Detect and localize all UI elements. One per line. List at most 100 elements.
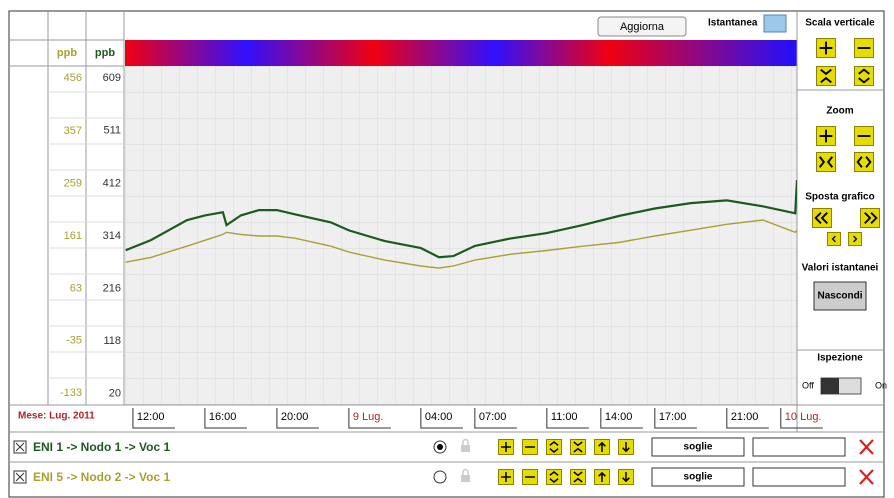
- icon-symbol: [819, 41, 833, 55]
- lock-hook: [462, 468, 469, 475]
- x-tick: [600, 408, 643, 429]
- x-tick: [348, 408, 391, 429]
- panel-title: Valori istantanei: [802, 263, 879, 274]
- icon-symbol: [622, 471, 630, 483]
- icon-symbol: [819, 129, 833, 143]
- text-input[interactable]: [752, 437, 846, 457]
- y2-tick-label: 314: [103, 230, 121, 242]
- remove-icon[interactable]: [859, 469, 874, 485]
- x-tick: [204, 408, 247, 429]
- x-tick-label: 16:00: [209, 411, 237, 423]
- icon-symbol: [818, 156, 834, 168]
- text-input[interactable]: [752, 467, 846, 487]
- icon-symbol: [856, 156, 872, 168]
- snapshot-icon[interactable]: [763, 14, 787, 33]
- y-tick-label: -133: [60, 387, 82, 399]
- icon-symbol: [500, 441, 512, 453]
- y2-tick-label: 20: [109, 388, 121, 400]
- x-axis-label: Mese: Lug. 2011: [18, 411, 95, 422]
- icon-symbol: [622, 441, 630, 453]
- check-mark: [15, 442, 25, 452]
- threshold-button[interactable]: [651, 437, 745, 457]
- y2-tick-label: 511: [103, 125, 121, 137]
- row-lines: [48, 91, 124, 379]
- icon-symbol: [549, 471, 559, 483]
- x-tick: [474, 408, 517, 429]
- icon-symbol: [549, 441, 559, 453]
- x-tick-label: 21:00: [731, 411, 759, 423]
- icon-button[interactable]: [848, 232, 862, 246]
- icon-button[interactable]: [546, 469, 562, 485]
- y-tick-label: 456: [64, 72, 82, 84]
- icon-symbol: [820, 68, 832, 84]
- panel-title: Zoom: [826, 106, 853, 117]
- hide-button[interactable]: [813, 281, 867, 311]
- y-tick-label: 63: [70, 282, 82, 294]
- icon-symbol: [598, 471, 606, 483]
- y-tick-label: 357: [64, 125, 82, 137]
- icon-symbol: [598, 441, 606, 453]
- panel-title: Ispezione: [817, 353, 863, 364]
- refresh-button[interactable]: [597, 16, 687, 37]
- x-tick: [420, 408, 463, 429]
- x-tick-label: 12:00: [137, 411, 165, 423]
- icon-button[interactable]: [570, 439, 586, 455]
- y2-axis-unit: ppb: [95, 47, 115, 59]
- y-tick-label: 161: [64, 230, 82, 242]
- plot-grid: [125, 66, 797, 405]
- refresh-label: Aggiorna: [620, 21, 665, 33]
- snapshot-label: Istantanea: [708, 18, 758, 29]
- icon-button[interactable]: [816, 66, 836, 86]
- icon-button[interactable]: [827, 232, 841, 246]
- color-bar: [125, 40, 797, 66]
- lock: [461, 475, 470, 482]
- icon-button[interactable]: [854, 152, 874, 172]
- x-tick-label: 07:00: [479, 411, 507, 423]
- series-name: ENI 5 -> Nodo 2 -> Voc 1: [33, 470, 170, 484]
- x-tick: [654, 408, 697, 429]
- series-line: [125, 219, 797, 269]
- icon-symbol: [500, 471, 512, 483]
- y2-tick-label: 216: [103, 283, 121, 295]
- icon-button[interactable]: [570, 469, 586, 485]
- panel-title: Scala verticale: [805, 18, 875, 29]
- icon-symbol: [864, 212, 878, 224]
- x-tick-label: 9 Lug.: [353, 411, 384, 423]
- radio-dot: [437, 444, 443, 450]
- y2-tick-label: 412: [103, 178, 121, 190]
- toggle-on: On: [875, 380, 887, 390]
- threshold-label: soglie: [684, 472, 713, 483]
- icon-symbol: [853, 235, 858, 243]
- icon-symbol: [573, 441, 583, 453]
- y-tick-label: 259: [64, 177, 82, 189]
- icon-button[interactable]: [816, 152, 836, 172]
- x-tick-label: 20:00: [281, 411, 309, 423]
- icon-symbol: [831, 235, 836, 243]
- radio[interactable]: [433, 470, 447, 484]
- check-mark: [15, 472, 25, 482]
- icon-symbol: [573, 471, 583, 483]
- lock: [461, 445, 470, 452]
- icon-button[interactable]: [854, 66, 874, 86]
- y-tick-label: -35: [66, 335, 82, 347]
- x-tick: [276, 408, 319, 429]
- remove-icon[interactable]: [859, 439, 874, 455]
- icon-button[interactable]: [546, 439, 562, 455]
- y2-tick-label: 609: [103, 72, 121, 84]
- x-tick: [780, 408, 823, 429]
- toggle-off: Off: [802, 380, 814, 390]
- icon-symbol: [814, 212, 828, 224]
- x-tick-label: 11:00: [551, 411, 578, 423]
- threshold-button[interactable]: [651, 467, 745, 487]
- x-tick: [726, 408, 769, 429]
- y-axis-unit: ppb: [57, 47, 77, 59]
- x-tick: [546, 408, 589, 429]
- toggle-knob: [821, 378, 839, 394]
- icon-symbol: [858, 68, 870, 84]
- x-tick-label: 17:00: [659, 411, 687, 423]
- series-line: [125, 180, 797, 259]
- hide-label: Nascondi: [817, 291, 862, 302]
- threshold-label: soglie: [684, 442, 713, 453]
- dividers: [9, 11, 884, 463]
